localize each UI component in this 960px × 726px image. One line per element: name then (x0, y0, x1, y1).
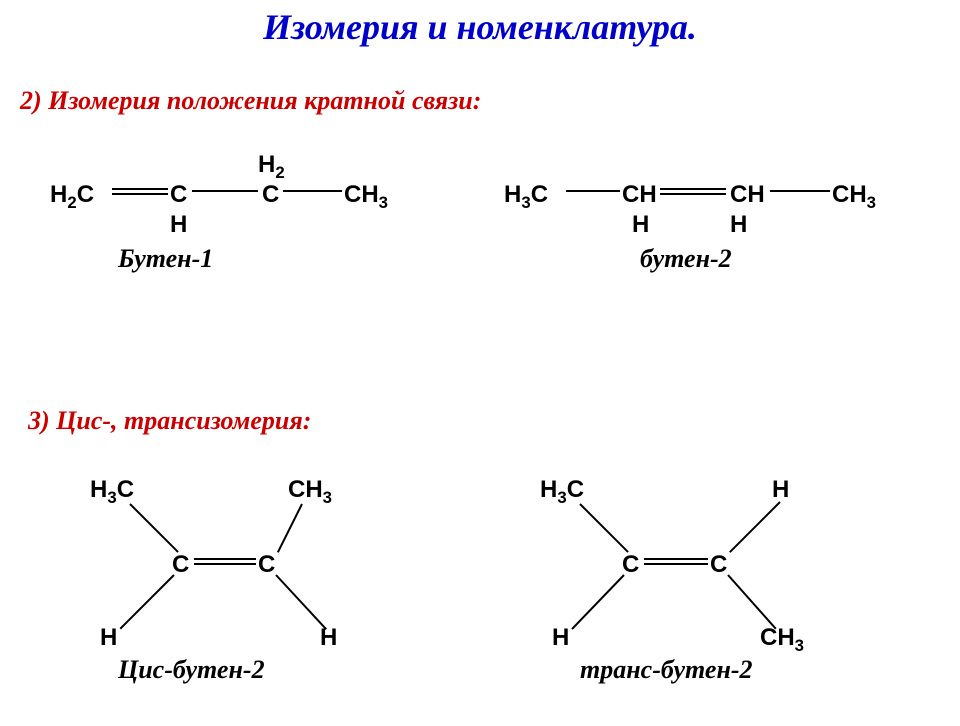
trans-butene-2-atom-tr: H (772, 476, 789, 504)
cis-butene-2-atom-cr: C (258, 551, 275, 579)
butene-2-atom-c2h: H (632, 211, 649, 239)
butene-2-bond-1-a (660, 188, 726, 190)
cis-butene-2-label: Цис-бутен-2 (118, 655, 265, 685)
trans-butene-2-atom-tl: H3C (540, 476, 584, 508)
cis-butene-2-bond-0 (129, 503, 178, 552)
trans-butene-2-bond-2-a (644, 558, 708, 560)
butene-1-atom-c3h2: H2 (258, 151, 285, 183)
trans-butene-2-bond-1 (729, 501, 780, 552)
butene-2-atom-c2: CH (622, 181, 657, 209)
cis-butene-2-bond-4 (275, 574, 326, 629)
butene-2-atom-c4: CH3 (832, 181, 876, 213)
trans-butene-2-label: транс-бутен-2 (580, 655, 753, 685)
butene-2-label: бутен-2 (640, 244, 732, 274)
trans-butene-2-atom-bl: H (552, 624, 569, 652)
butene-1-atom-c1: H2C (50, 181, 94, 213)
trans-butene-2-bond-0 (579, 503, 628, 552)
cis-butene-2-atom-bl: H (100, 624, 117, 652)
trans-butene-2-bond-3 (571, 574, 624, 629)
butene-2-bond-2 (770, 190, 830, 192)
cis-butene-2-atom-br: H (320, 624, 337, 652)
section-3-heading: 3) Цис-, трансизомерия: (28, 406, 311, 436)
cis-butene-2-bond-3 (119, 574, 174, 629)
trans-butene-2-bond-2-b (644, 563, 708, 565)
butene-1-atom-c2h: H (170, 211, 187, 239)
cis-butene-2-bond-1 (277, 504, 303, 553)
butene-1-bond-1 (192, 190, 258, 192)
page-title: Изомерия и номенклатура. (0, 6, 960, 48)
butene-1-atom-c3: C (262, 181, 279, 209)
section-2-heading: 2) Изомерия положения кратной связи: (20, 86, 481, 116)
trans-butene-2-atom-br: CH3 (760, 624, 804, 656)
butene-2-bond-1-b (660, 193, 726, 195)
trans-butene-2-bond-4 (727, 574, 776, 629)
cis-butene-2-bond-2-b (194, 563, 256, 565)
cis-butene-2-atom-tl: H3C (90, 476, 134, 508)
butene-1-atom-c2: C (170, 181, 187, 209)
butene-2-atom-c3: CH (730, 181, 765, 209)
butene-1-bond-0-a (112, 188, 168, 190)
butene-1-bond-0-b (112, 193, 168, 195)
butene-1-bond-2 (283, 190, 342, 192)
cis-butene-2-atom-tr: CH3 (288, 476, 332, 508)
cis-butene-2-bond-2-a (194, 558, 256, 560)
trans-butene-2-atom-cr: C (710, 551, 727, 579)
butene-2-atom-c3h: H (730, 211, 747, 239)
butene-1-label: Бутен-1 (118, 244, 213, 274)
butene-2-bond-0 (566, 190, 620, 192)
butene-1-atom-c4: CH3 (344, 181, 388, 213)
butene-2-atom-c1: H3C (504, 181, 548, 213)
